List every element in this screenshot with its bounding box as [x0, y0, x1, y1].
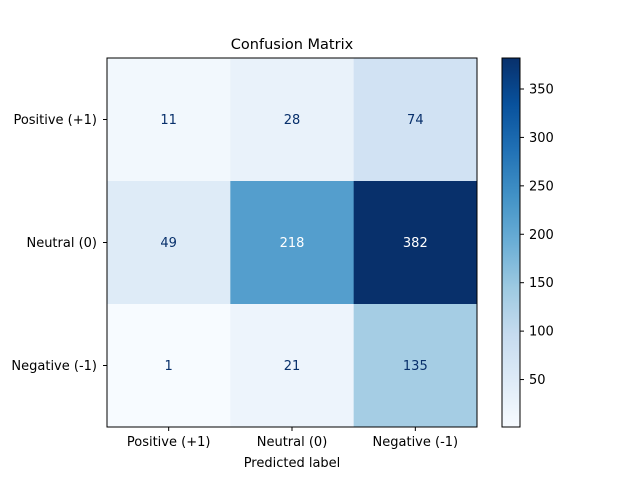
- heatmap-cell: [230, 181, 355, 305]
- colorbar-tick-label: 300: [529, 131, 554, 146]
- cell-value-label: 218: [280, 236, 305, 251]
- heatmap-cell: [107, 181, 231, 305]
- x-tick-label: Negative (-1): [373, 435, 459, 450]
- x-tick-label: Positive (+1): [127, 435, 211, 450]
- colorbar: 50 100 150 200 250 300 350: [501, 57, 554, 428]
- x-axis-label: Predicted label: [244, 456, 341, 471]
- cell-value-label: 11: [160, 113, 177, 128]
- colorbar-tick-label: 200: [529, 228, 554, 243]
- heatmap-cell: [353, 181, 478, 305]
- heatmap-cell: [107, 304, 231, 428]
- y-tick-label: Neutral (0): [26, 236, 97, 251]
- colorbar-tick-label: 350: [529, 82, 554, 97]
- cell-value-label: 135: [403, 359, 428, 374]
- y-tick-label: Negative (-1): [11, 359, 97, 374]
- cell-value-label: 21: [284, 359, 301, 374]
- colorbar-ticks: 50 100 150 200 250 300 350: [520, 82, 554, 388]
- cell-value-label: 382: [403, 236, 428, 251]
- cell-value-label: 1: [165, 359, 173, 374]
- cell-value-label: 49: [160, 236, 177, 251]
- y-axis-ticks: Positive (+1) Neutral (0) Negative (-1): [11, 113, 107, 374]
- colorbar-gradient: [501, 57, 521, 428]
- x-tick-label: Neutral (0): [257, 435, 328, 450]
- colorbar-tick-label: 100: [529, 325, 554, 340]
- heatmap-cell-labels: 11 28 74 49 218 382 1 21 135: [160, 113, 427, 374]
- colorbar-tick-label: 150: [529, 276, 554, 291]
- heatmap-cell: [230, 58, 355, 182]
- x-axis-ticks: Positive (+1) Neutral (0) Negative (-1): [127, 427, 458, 450]
- heatmap-cells: [107, 58, 478, 428]
- heatmap-cell: [353, 304, 478, 428]
- cell-value-label: 28: [284, 113, 301, 128]
- colorbar-tick-label: 50: [529, 373, 546, 388]
- heatmap-cell: [230, 304, 355, 428]
- heatmap-cell: [107, 58, 231, 182]
- y-tick-label: Positive (+1): [13, 113, 97, 128]
- chart-title: Confusion Matrix: [231, 37, 354, 53]
- heatmap-cell: [353, 58, 478, 182]
- cell-value-label: 74: [407, 113, 424, 128]
- colorbar-tick-label: 250: [529, 179, 554, 194]
